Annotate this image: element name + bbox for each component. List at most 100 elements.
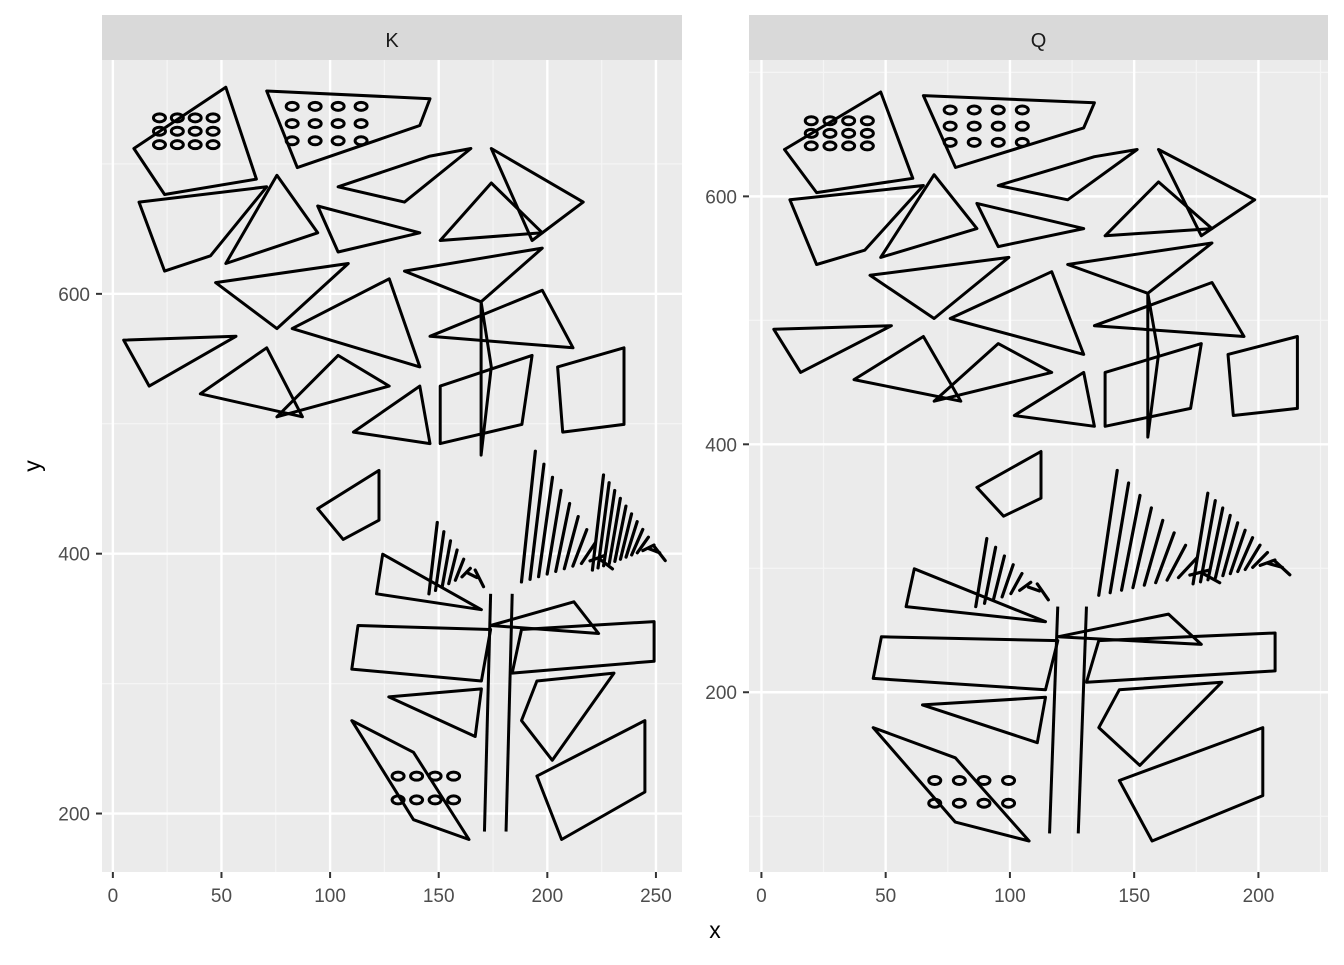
tread-dot (841, 140, 857, 152)
heel-hatch-mark (519, 449, 537, 584)
toe-tread-segment (214, 262, 350, 331)
toe-tread-segment (948, 270, 1086, 356)
heel-tread-segment (510, 620, 656, 675)
tread-dot (187, 139, 203, 151)
heel-hatch-mark (440, 539, 453, 589)
heel-hatch-mark (635, 535, 650, 555)
heel-tread-segment (535, 719, 647, 841)
toe-tread-segment (852, 335, 963, 403)
heel-hatch-mark (1228, 528, 1247, 576)
heel-hatch-mark (1251, 550, 1270, 569)
toe-tread-segment (1157, 148, 1257, 238)
tread-dot (330, 100, 346, 112)
heel-hatch-mark (630, 527, 645, 557)
heel-hatch-mark (537, 475, 555, 579)
tread-dot (841, 127, 857, 139)
tread-dot (205, 125, 221, 137)
toe-tread-segment (1066, 241, 1214, 295)
tread-dot (951, 797, 967, 809)
facet-strip-label: Q (1031, 30, 1047, 52)
tread-dot (353, 118, 369, 130)
heel-hatch-mark (447, 548, 459, 586)
heel-center-line (1076, 606, 1088, 834)
tread-dot (942, 104, 958, 116)
tread-dot (409, 794, 425, 806)
x-tick-label: 200 (531, 886, 563, 907)
y-tick-label: 600 (58, 285, 90, 306)
toe-tread-segment (868, 255, 1011, 320)
panel-Q: Q 0 50 100 150 200 200 400 600 (705, 15, 1328, 907)
heel-hatch-mark (427, 520, 439, 596)
tread-dot (409, 770, 425, 782)
toe-tread-segment (1146, 291, 1160, 439)
heel-hatch-mark (466, 571, 479, 580)
x-tick-label: 0 (756, 886, 767, 907)
toe-tread-segment (290, 277, 422, 369)
tread-dot (169, 112, 185, 124)
heel-hatch-mark (1026, 585, 1042, 593)
x-axis-title: x (709, 917, 721, 943)
heel-tread-segment (1117, 726, 1265, 843)
y-axis-title: y (19, 460, 45, 472)
heel-hatch-mark (1273, 559, 1292, 577)
toe-tread-segment (336, 147, 473, 204)
heel-hatch-mark (613, 504, 628, 564)
heel-tread-segment (375, 552, 483, 612)
facet-strip (102, 15, 682, 60)
tread-dot (151, 125, 167, 137)
toe-tread-segment (198, 346, 304, 419)
tread-dot (446, 794, 462, 806)
tread-dot (390, 770, 406, 782)
toe-tread-segment (316, 204, 422, 254)
x-tick-label: 200 (1243, 886, 1275, 907)
tread-dot (330, 118, 346, 130)
tread-dot (822, 140, 838, 152)
toe-tread-segment (1103, 342, 1203, 428)
tread-dot (307, 118, 323, 130)
tread-dot (859, 127, 875, 139)
tread-dot (803, 127, 819, 139)
toe-tread-segment (1012, 370, 1096, 428)
tread-dot (151, 112, 167, 124)
tread-dot (169, 139, 185, 151)
heel-hatch-mark (1188, 568, 1210, 577)
toe-tread-segment (479, 300, 493, 457)
heel-hatch-mark (1097, 468, 1119, 597)
heel-hatch-mark (974, 536, 989, 609)
heel-hatch-mark (528, 462, 546, 581)
toe-tread-segment (351, 384, 432, 446)
toe-tread-segment (137, 185, 269, 273)
heel-hatch-mark (460, 566, 472, 579)
heel-hatch-mark (1221, 521, 1240, 578)
y-tick-label: 400 (58, 545, 90, 566)
heel-hatch-mark (554, 501, 572, 573)
heel-hatch-mark (624, 520, 639, 559)
heel-hatch-mark (1131, 506, 1153, 590)
x-tick-label: 0 (108, 886, 119, 907)
toe-tread-segment (275, 353, 391, 419)
tread-dot (927, 797, 943, 809)
heel-hatch-mark (1009, 571, 1024, 596)
tread-dot (990, 136, 1006, 148)
heel-hatch-mark (1199, 570, 1222, 585)
toe-tread-segment (556, 346, 626, 434)
toe-tread-segment (996, 148, 1139, 202)
tread-dot (803, 140, 819, 152)
shoeprint-Q (772, 90, 1299, 843)
tread-dot (284, 135, 300, 147)
heel-hatch-mark (982, 545, 998, 605)
toe-tread-segment (428, 288, 575, 350)
tread-dot (187, 112, 203, 124)
heel-hatch-mark (991, 554, 1006, 602)
toe-tread-segment (438, 353, 534, 446)
heel-hatch-mark (473, 568, 486, 589)
x-tick-label: 150 (1118, 886, 1150, 907)
tread-dot (427, 770, 443, 782)
toe-tread-segment (975, 450, 1043, 518)
tread-dot (205, 139, 221, 151)
tread-dot (169, 125, 185, 137)
tread-dot (803, 115, 819, 127)
heel-hatch-mark (1108, 481, 1131, 595)
heel-hatch-mark (1198, 498, 1217, 584)
